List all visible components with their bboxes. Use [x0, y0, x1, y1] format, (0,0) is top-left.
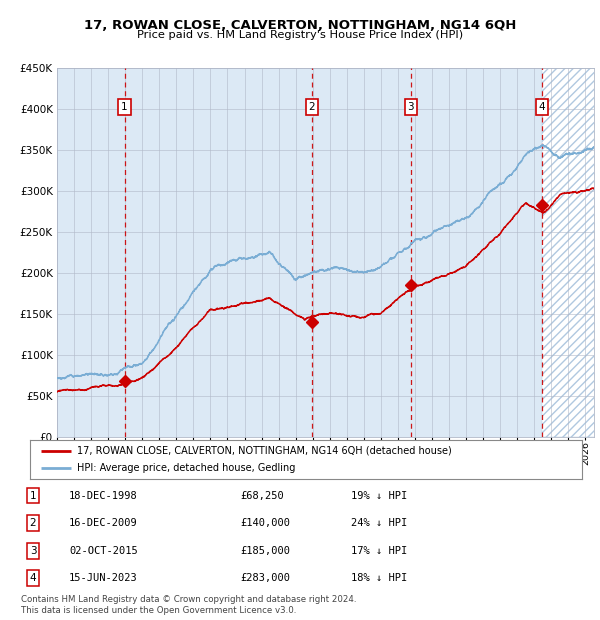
Text: 1: 1 [121, 102, 128, 112]
Text: 17% ↓ HPI: 17% ↓ HPI [351, 546, 407, 556]
Text: 3: 3 [407, 102, 414, 112]
Text: This data is licensed under the Open Government Licence v3.0.: This data is licensed under the Open Gov… [21, 606, 296, 615]
Text: 18% ↓ HPI: 18% ↓ HPI [351, 574, 407, 583]
Text: £140,000: £140,000 [240, 518, 290, 528]
Text: 2: 2 [29, 518, 37, 528]
Text: 4: 4 [29, 574, 37, 583]
Text: 15-JUN-2023: 15-JUN-2023 [69, 574, 138, 583]
Text: 1: 1 [29, 490, 37, 500]
Text: £185,000: £185,000 [240, 546, 290, 556]
Text: £283,000: £283,000 [240, 574, 290, 583]
Text: 17, ROWAN CLOSE, CALVERTON, NOTTINGHAM, NG14 6QH: 17, ROWAN CLOSE, CALVERTON, NOTTINGHAM, … [84, 19, 516, 32]
Text: Contains HM Land Registry data © Crown copyright and database right 2024.: Contains HM Land Registry data © Crown c… [21, 595, 356, 604]
Text: 17, ROWAN CLOSE, CALVERTON, NOTTINGHAM, NG14 6QH (detached house): 17, ROWAN CLOSE, CALVERTON, NOTTINGHAM, … [77, 446, 452, 456]
Text: 4: 4 [539, 102, 545, 112]
Text: £68,250: £68,250 [240, 490, 284, 500]
Text: 02-OCT-2015: 02-OCT-2015 [69, 546, 138, 556]
Text: 18-DEC-1998: 18-DEC-1998 [69, 490, 138, 500]
Text: 24% ↓ HPI: 24% ↓ HPI [351, 518, 407, 528]
Text: HPI: Average price, detached house, Gedling: HPI: Average price, detached house, Gedl… [77, 463, 295, 473]
Text: 19% ↓ HPI: 19% ↓ HPI [351, 490, 407, 500]
Text: 16-DEC-2009: 16-DEC-2009 [69, 518, 138, 528]
Text: 3: 3 [29, 546, 37, 556]
Bar [542, 68, 600, 437]
Text: 2: 2 [309, 102, 316, 112]
Text: Price paid vs. HM Land Registry's House Price Index (HPI): Price paid vs. HM Land Registry's House … [137, 30, 463, 40]
